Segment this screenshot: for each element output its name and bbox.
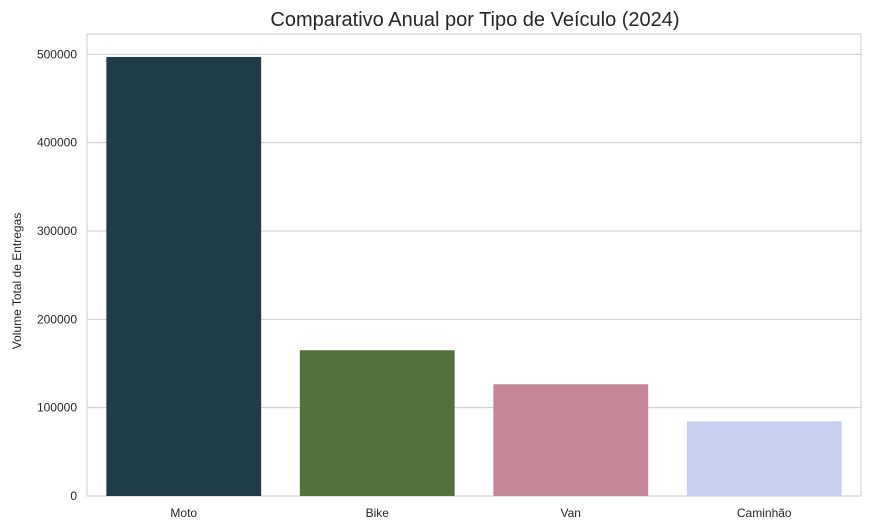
y-tick-label: 400000	[37, 136, 77, 150]
x-tick-label: Moto	[170, 506, 197, 520]
x-axis-ticks: Moto Bike Van Caminhão	[170, 506, 792, 520]
bar-caminhao	[686, 421, 842, 496]
y-tick-label: 100000	[37, 401, 77, 415]
bar-van	[493, 384, 649, 496]
y-tick-label: 200000	[37, 312, 77, 326]
bar-moto	[106, 56, 262, 496]
x-tick-label: Bike	[366, 506, 390, 520]
bar-bike	[299, 350, 455, 496]
chart-title: Comparativo Anual por Tipo de Veículo (2…	[270, 9, 679, 31]
y-axis-label: Volume Total de Entregas	[10, 213, 24, 350]
y-tick-label: 0	[70, 489, 77, 503]
y-tick-label: 300000	[37, 224, 77, 238]
y-tick-label: 500000	[37, 47, 77, 61]
x-tick-label: Van	[561, 506, 581, 520]
x-tick-label: Caminhão	[737, 506, 792, 520]
y-axis-ticks: 0 100000 200000 300000 400000 500000	[37, 47, 77, 503]
bars	[106, 56, 842, 496]
plot-area-frame	[86, 33, 862, 497]
